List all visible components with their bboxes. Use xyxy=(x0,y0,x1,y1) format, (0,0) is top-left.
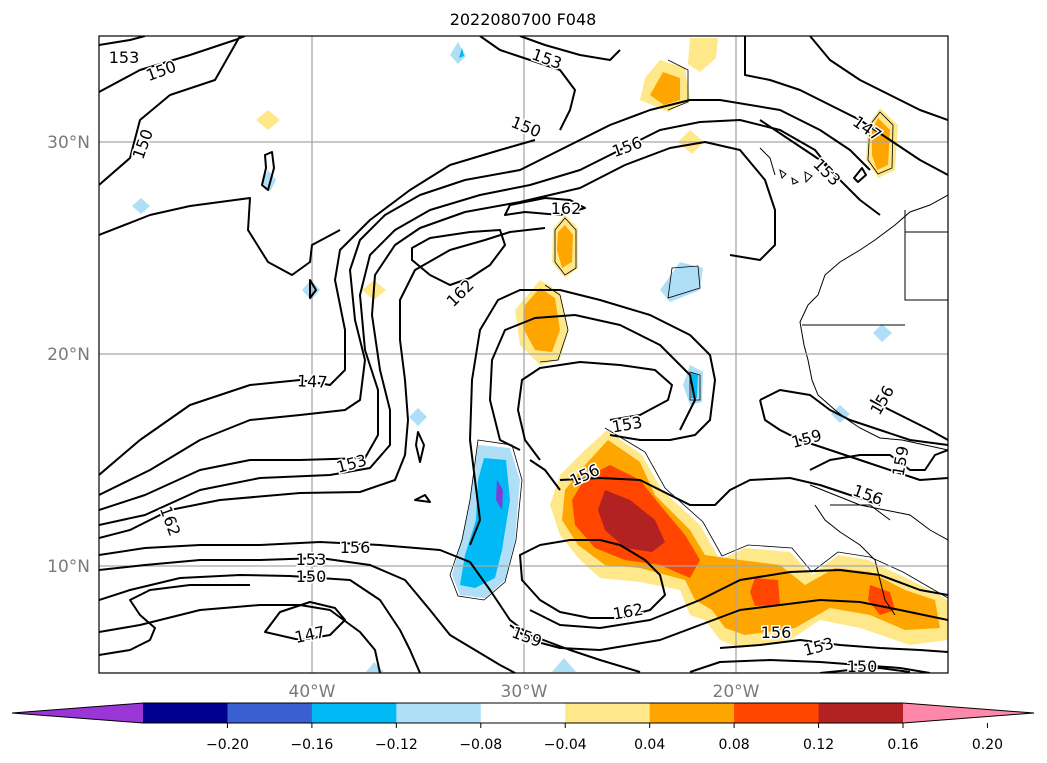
lat-label-10n: 10°N xyxy=(47,557,90,577)
colorbar-swatch xyxy=(311,703,397,723)
colorbar-tick-label: 0.20 xyxy=(972,737,1003,753)
lat-label-20n: 20°N xyxy=(47,345,90,365)
colorbar-tick-label: 0.16 xyxy=(887,737,918,753)
colorbar-tick-label: 0.04 xyxy=(634,737,665,753)
colorbar-swatch xyxy=(396,703,482,723)
colorbar-swatch xyxy=(818,703,904,723)
colorbar-extend-high xyxy=(903,703,1034,723)
contour-label: 162 xyxy=(551,199,582,218)
colorbar-tick-label: 0.12 xyxy=(803,737,834,753)
height-contours xyxy=(99,36,948,673)
colorbar-swatch xyxy=(734,703,820,723)
colorbar-swatch xyxy=(143,703,228,723)
gridlines xyxy=(99,36,948,673)
contour-label: 147 xyxy=(297,371,328,392)
longitude-labels: 40°W 30°W 20°W xyxy=(289,682,760,702)
lon-label-20w: 20°W xyxy=(713,682,760,702)
coastlines xyxy=(759,147,948,616)
colorbar-tick-label: −0.20 xyxy=(206,737,249,753)
colorbar-swatch xyxy=(649,703,735,723)
colorbar-tick-label: −0.16 xyxy=(290,737,333,753)
colorbar-swatch xyxy=(480,703,566,723)
map-area: 153 150 150 153 150 156 162 162 147 153 … xyxy=(99,36,948,676)
latitude-labels: 30°N 20°N 10°N xyxy=(47,133,90,577)
colorbar-tick-label: −0.08 xyxy=(459,737,502,753)
map-title: 2022080700 F048 xyxy=(450,10,597,29)
colorbar-tick-label: 0.08 xyxy=(719,737,750,753)
contour-label: 150 xyxy=(847,657,878,676)
contour-label: 153 xyxy=(296,550,327,569)
colorbar-swatch xyxy=(227,703,313,723)
colorbar-tick-label: −0.12 xyxy=(375,737,418,753)
colorbar: −0.20 −0.16 −0.12 −0.08 −0.04 0.04 0.08 0.12 0.1… xyxy=(11,702,1035,753)
lon-label-40w: 40°W xyxy=(289,682,336,702)
map-frame xyxy=(98,35,949,674)
shading-outlines xyxy=(449,59,948,601)
colorbar-outline xyxy=(11,702,1035,724)
lon-label-30w: 30°W xyxy=(501,682,548,702)
colorbar-tick-label: −0.04 xyxy=(544,737,587,753)
contour-label: 150 xyxy=(296,567,327,586)
contour-label: 153 xyxy=(109,48,140,67)
lat-label-30n: 30°N xyxy=(47,133,90,153)
colorbar-extend-low xyxy=(12,703,143,723)
contour-label: 156 xyxy=(340,538,371,557)
colorbar-swatch xyxy=(565,703,651,723)
contour-label: 156 xyxy=(761,623,792,642)
